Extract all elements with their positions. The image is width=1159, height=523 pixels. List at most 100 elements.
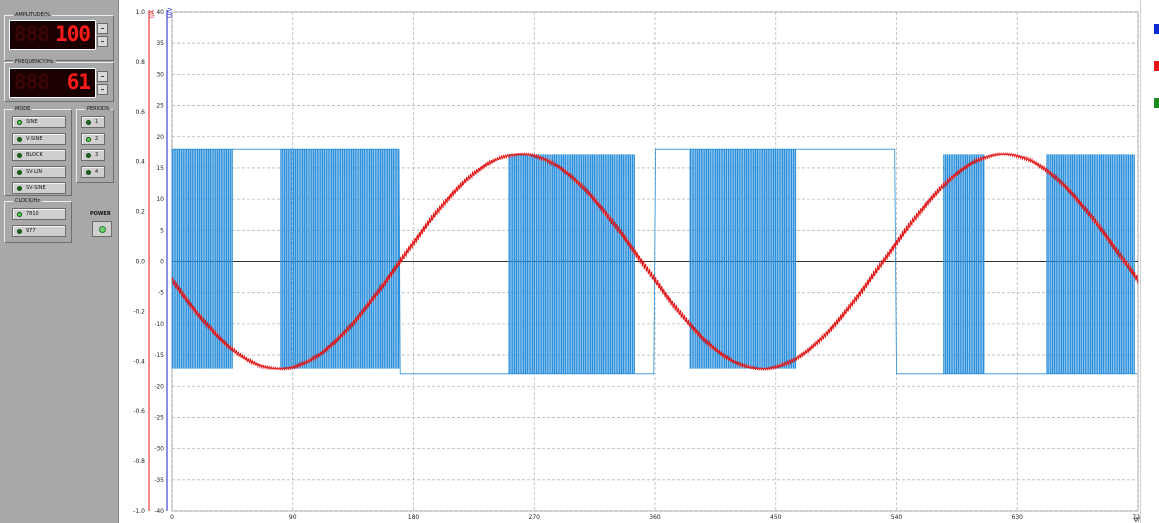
chart-labels: 0 90 180 270 360 450 540 630 720 40 35 30 25 20 15 10 5 0… (133, 7, 1140, 523)
current-series-line (171, 152, 1139, 371)
amplitude-display: 888 100 (9, 20, 96, 50)
periods-button-label: 2 (95, 135, 99, 142)
mode-button-v-sine[interactable]: V-SINE (12, 132, 66, 145)
power-label: POWER (90, 211, 111, 217)
periods-led-icon (86, 169, 91, 175)
red-tick-label: 0.6 (135, 109, 145, 116)
periods-button-2[interactable]: 2 (81, 132, 105, 145)
periods-button-4[interactable]: 4 (81, 165, 105, 178)
mode-button-label: BLOCK (26, 152, 43, 158)
clock-label: CLOCK/Hz (13, 197, 42, 205)
blue-axis-label: U/V (167, 7, 174, 18)
x-tick-label: 360 (649, 514, 661, 521)
blue-tick-label: -15 (154, 352, 164, 359)
mode-led-icon (17, 153, 22, 158)
power-button[interactable] (92, 221, 112, 237)
mode-button-sine[interactable]: SINE (12, 116, 66, 128)
legend-color-1 (1154, 24, 1159, 34)
mode-group: MODE (4, 105, 72, 196)
blue-tick-label: -5 (158, 290, 164, 297)
chart-axes (148, 10, 168, 511)
mode-led-icon (17, 186, 22, 191)
frequency-down-button[interactable] (97, 84, 108, 95)
amplitude-label: AMPLITUDE/% (13, 11, 53, 19)
blue-tick-label: -20 (154, 383, 164, 390)
legend-strip (1140, 0, 1159, 523)
legend-color-3 (1154, 98, 1159, 108)
chart-series (171, 148, 1139, 375)
x-tick-label: 0 (170, 514, 174, 521)
voltage-series-line (171, 148, 1138, 375)
blue-tick-label: 25 (156, 103, 164, 110)
periods-led-icon (86, 153, 91, 158)
red-tick-label: -0.2 (133, 308, 145, 315)
blue-tick-label: -25 (154, 414, 164, 421)
x-tick-label: 630 (1012, 514, 1024, 521)
blue-tick-label: 20 (156, 134, 164, 141)
blue-tick-label: -30 (154, 446, 164, 453)
mode-button-label: V-SINE (26, 135, 43, 142)
blue-tick-label: 35 (156, 40, 164, 47)
mode-button-block[interactable]: BLOCK (12, 149, 66, 161)
red-axis-label: I/A (149, 9, 156, 18)
mode-button-sv-lin[interactable]: SV-LIN (12, 165, 66, 178)
clock-button-7810[interactable]: 7810 (12, 208, 66, 220)
red-tick-label: 0.2 (135, 209, 145, 216)
blue-tick-label: 5 (160, 227, 164, 234)
red-tick-label: 0.4 (135, 159, 145, 166)
x-tick-label: 450 (770, 514, 782, 521)
amplitude-down-button[interactable] (97, 36, 108, 47)
red-tick-label: -0.6 (133, 408, 145, 415)
blue-tick-label: -10 (154, 321, 164, 328)
control-panel: AMPLITUDE/% 888 100 FREQUENCY/Hz 888 61 … (0, 0, 119, 523)
frequency-display: 888 61 (9, 68, 96, 98)
red-tick-label: 0.8 (135, 59, 145, 66)
mode-led-icon (17, 120, 22, 125)
waveform-chart: 0 90 180 270 360 450 540 630 720 40 35 30 25 20 15 10 5 0… (133, 7, 1140, 523)
clock-button-label: 977 (26, 227, 36, 234)
amplitude-group: AMPLITUDE/% (4, 11, 114, 61)
blue-tick-label: 30 (156, 71, 164, 78)
periods-group: PERIODS (76, 105, 114, 183)
mode-led-icon (17, 169, 22, 175)
blue-tick-label: 15 (156, 165, 164, 172)
red-tick-label: -0.4 (133, 358, 145, 365)
mode-label: MODE (13, 105, 33, 113)
mode-led-icon (17, 136, 22, 142)
clock-button-label: 7810 (26, 211, 39, 217)
periods-button-3[interactable]: 3 (81, 149, 105, 161)
mode-button-label: SV-SINE (26, 185, 46, 191)
red-tick-label: 0.0 (135, 259, 145, 266)
periods-button-label: 4 (95, 168, 99, 175)
clock-button-977[interactable]: 977 (12, 224, 66, 237)
mode-button-sv-sine[interactable]: SV-SINE (12, 182, 66, 194)
frequency-group: FREQUENCY/Hz (4, 58, 114, 102)
blue-tick-label: 0 (160, 259, 164, 266)
frequency-value: 61 (66, 70, 91, 94)
periods-label: PERIODS (85, 105, 112, 113)
clock-group: CLOCK/Hz (4, 197, 72, 243)
x-tick-label: 720 (1132, 514, 1140, 521)
mode-button-label: SINE (26, 119, 38, 125)
blue-tick-label: 40 (156, 9, 164, 16)
amplitude-up-button[interactable] (97, 23, 108, 34)
red-tick-label: 1.0 (135, 9, 145, 16)
blue-tick-label: -35 (154, 477, 164, 484)
periods-led-icon (86, 136, 91, 142)
periods-button-label: 1 (95, 119, 99, 125)
periods-button-1[interactable]: 1 (81, 116, 105, 128)
frequency-up-button[interactable] (97, 71, 108, 82)
periods-button-label: 3 (95, 152, 99, 158)
power-led-icon (99, 226, 106, 233)
amplitude-value: 100 (55, 22, 91, 46)
frequency-label: FREQUENCY/Hz (13, 58, 56, 66)
x-tick-label: 90 (289, 514, 297, 521)
periods-led-icon (86, 120, 91, 125)
legend-color-2 (1154, 61, 1159, 71)
x-tick-label: 270 (529, 514, 541, 521)
x-tick-label: 180 (408, 514, 420, 521)
x-tick-label: 540 (891, 514, 903, 521)
blue-tick-label: -40 (154, 508, 164, 515)
x-axis-label: φ/° (1134, 516, 1140, 523)
mode-button-label: SV-LIN (26, 168, 43, 175)
